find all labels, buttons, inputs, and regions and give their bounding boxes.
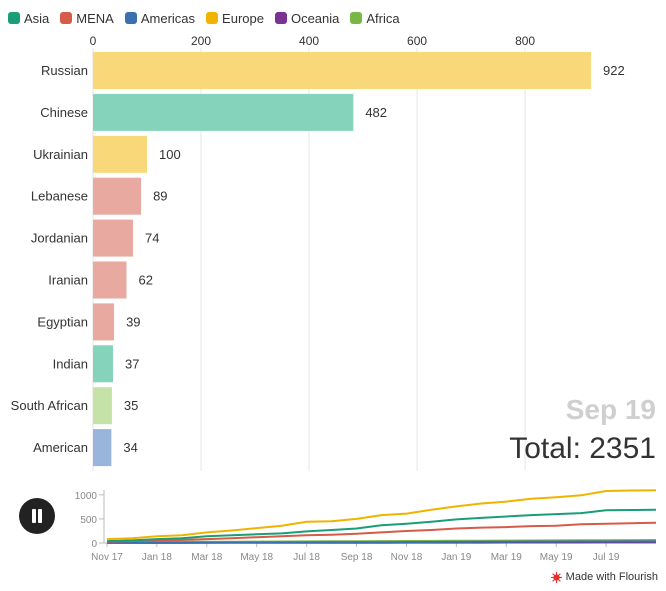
x-tick-label: Nov 17 [91,552,123,563]
bar-chart: 0 200 400 600 800 Russian 922 Chinese 482 Ukraini… [11,34,625,471]
total-prefix: Total: [509,432,590,465]
legend-swatch [124,12,137,24]
credit-text: Made with Flourish [565,571,658,583]
bar [93,303,115,341]
bar [93,177,142,215]
legend-item-asia[interactable]: Asia [8,11,49,26]
x-tick-label: May 18 [240,552,273,563]
x-tick-label: Mar 18 [191,552,223,563]
legend-label: Africa [366,10,400,26]
x-tick-label: Jan 18 [142,552,172,563]
category-label: Jordanian [31,231,88,246]
legend-swatch [206,12,219,24]
x-tick-label: May 19 [540,552,573,563]
legend-swatch [274,12,287,24]
value-label: 89 [153,189,167,204]
legend-swatch [350,12,363,24]
pause-icon [32,509,36,523]
category-label: Lebanese [31,189,88,204]
bar [93,261,127,299]
total-value: 2351 [589,432,656,465]
value-label: 74 [145,231,159,246]
category-label: Indian [53,356,88,371]
legend-item-mena[interactable]: MENA [60,11,114,26]
x-tick-label: 0 [90,34,97,48]
value-label: 482 [365,105,387,120]
pause-icon [38,509,42,523]
legend-label: Asia [24,10,50,26]
flourish-credit[interactable]: Made with Flourish [550,571,658,583]
x-tick-label: Jul 19 [593,552,620,563]
legend-swatch [8,12,20,24]
legend-label: Americas [140,10,196,26]
timeline-chart[interactable]: 0 500 1000 Nov 17 Jan 18 Mar 18 May 18 Jul 18 Se… [0,482,666,567]
bar [93,93,354,131]
x-tick-label: 800 [515,34,535,48]
value-label: 922 [603,63,625,78]
value-label: 34 [123,440,137,455]
y-tick-label: 1000 [75,491,98,502]
bar [93,345,113,383]
pause-button[interactable] [19,498,55,534]
legend-item-americas[interactable]: Americas [124,10,196,26]
category-label: Ukrainian [33,147,88,162]
legend-label: Oceania [290,10,340,26]
legend-item-oceania[interactable]: Oceania [274,10,340,26]
bar [93,219,133,257]
y-tick-label: 0 [91,539,97,550]
bar [93,387,112,425]
x-tick-label: 200 [191,34,211,48]
category-label: American [33,440,88,455]
legend-item-europe[interactable]: Europe [206,11,264,26]
x-tick-label: 400 [299,34,319,48]
total-label: Total: 2351 [509,432,656,466]
date-label: Sep 19 [565,394,656,425]
x-tick-label: Jan 19 [441,552,471,563]
y-tick-label: 500 [80,515,97,526]
bar [93,429,112,467]
bar [93,135,148,173]
series-line-americas [106,540,656,544]
category-label: Iranian [48,273,88,288]
series-line-asia [106,508,657,543]
value-label: 100 [159,147,181,162]
legend-label: MENA [76,10,114,26]
value-label: 37 [125,356,139,371]
legend-swatch [60,12,73,24]
category-label: South African [11,398,88,413]
x-tick-label: Nov 18 [391,552,423,563]
value-label: 39 [126,314,140,329]
x-tick-label: 600 [407,34,427,48]
legend: Asia MENA Americas Europe Oceania Africa [8,9,411,27]
legend-item-africa[interactable]: Africa [350,10,400,26]
x-tick-label: Sep 18 [341,552,373,563]
category-label: Chinese [40,105,88,120]
series-line-mena [106,521,657,543]
legend-label: Europe [222,10,264,26]
value-label: 62 [138,273,152,288]
x-tick-label: Jul 18 [293,552,320,563]
value-label: 35 [124,398,138,413]
flourish-logo-icon [550,571,562,583]
series-line-europe [106,489,657,541]
category-label: Egyptian [37,314,88,329]
bar [93,52,591,89]
category-label: Russian [41,63,88,78]
x-tick-label: Mar 19 [491,552,523,563]
